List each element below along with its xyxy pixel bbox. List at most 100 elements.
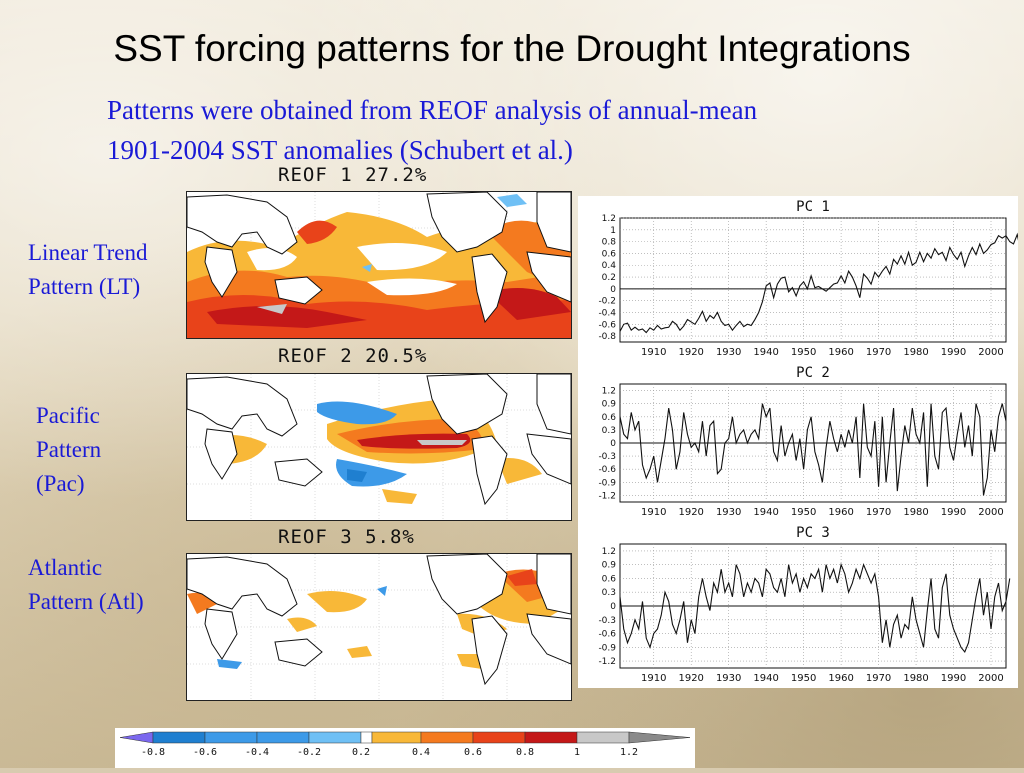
pc-1-xtick-label: 1930: [716, 347, 741, 358]
colorbar-left-arrow: [119, 731, 154, 744]
pc-3-xtick-label: 1970: [866, 673, 891, 684]
pc-2-xtick-label: 1980: [903, 507, 928, 518]
pc-3-title: PC 3: [796, 525, 830, 541]
pc-1-title: PC 1: [796, 199, 830, 215]
subtitle-line-1: Patterns were obtained from REOF analysi…: [107, 95, 758, 125]
pc-1-ytick-label: -0.2: [598, 297, 616, 307]
colorbar-label: 0.2: [352, 747, 370, 758]
pc-3-ytick-label: -0.3: [598, 616, 616, 626]
pc-3-ytick-label: -1.2: [598, 657, 616, 667]
colorbar-label: 0.4: [412, 747, 430, 758]
pc-2-xtick-label: 1910: [641, 507, 666, 518]
pc-3-ytick-label: 1.2: [602, 547, 616, 557]
pc-3-xtick-label: 2000: [978, 673, 1003, 684]
label-pacific: Pacific Pattern (Pac): [36, 399, 101, 501]
label-pac-line-3: (Pac): [36, 471, 85, 496]
pc-2-ytick-label: -0.6: [598, 465, 616, 475]
pc-2-xtick-label: 1970: [866, 507, 891, 518]
pc-1-xtick-label: 1970: [866, 347, 891, 358]
pc-1-ytick-label: 0.4: [602, 261, 617, 271]
pc-2-ytick-label: -0.3: [598, 452, 616, 462]
label-pac-line-1: Pacific: [36, 403, 100, 428]
pc-3-xtick-label: 1950: [791, 673, 816, 684]
map-1-title: REOF 1 27.2%: [278, 164, 428, 186]
pc-1-xtick-label: 1990: [941, 347, 966, 358]
pc-3-xtick-label: 1920: [678, 673, 703, 684]
map-3-title: REOF 3 5.8%: [278, 526, 415, 548]
label-pac-line-2: Pattern: [36, 437, 102, 462]
slide-title: SST forcing patterns for the Drought Int…: [113, 28, 911, 69]
pc-3-ytick-label: 0: [610, 602, 616, 612]
pc-3-ytick-label: 0.6: [602, 574, 617, 584]
pc-2-xtick-label: 1990: [941, 507, 966, 518]
pc-2-series-line: [619, 403, 1007, 496]
pc-1-ytick-label: 0.6: [602, 249, 617, 259]
pc-2-ytick-label: 0.9: [602, 400, 617, 410]
pc-3-ytick-label: -0.6: [598, 630, 616, 640]
pc-2-ytick-label: -1.2: [598, 491, 616, 501]
pc-2-xtick-label: 1940: [753, 507, 778, 518]
colorbar-label: -0.8: [141, 747, 165, 758]
label-atl-line-2: Pattern (Atl): [28, 589, 144, 614]
colorbar-segment: [360, 731, 373, 744]
pc-2-xtick-label: 1930: [716, 507, 741, 518]
colorbar-segment: [308, 731, 362, 744]
pc-2-ytick-label: 0.3: [602, 426, 616, 436]
map-2-title: REOF 2 20.5%: [278, 345, 428, 367]
pc-2-ytick-label: 0: [610, 439, 616, 449]
map-reof-1-graphic: [187, 192, 571, 338]
pc-3-ytick-label: 0.9: [602, 561, 617, 571]
colorbar-segment: [524, 731, 578, 744]
pc-3-xtick-label: 1980: [903, 673, 928, 684]
colorbar-label: -0.4: [245, 747, 269, 758]
slide-subtitle: Patterns were obtained from REOF analysi…: [107, 90, 987, 170]
pc-2-chart: PC 2 1.2 0.9 0.6 0.3 0 -0.3 -0.6 -0.9 -1.2 1910 192…: [598, 365, 1007, 518]
pc-1-xtick-label: 2000: [978, 347, 1003, 358]
colorbar-segment: [576, 731, 630, 744]
pc-3-xtick-label: 1960: [828, 673, 853, 684]
label-linear-trend: Linear Trend Pattern (LT): [28, 236, 147, 304]
pc-1-chart: PC 1 1.2 1 0.80.6 0.4 0.2 0 -0.2-0.4 -0.6 -0.8 191…: [598, 199, 1024, 358]
label-lt-line-1: Linear Trend: [28, 240, 148, 265]
map-reof-2-graphic: [187, 374, 571, 520]
pc-1-ytick-label: -0.8: [598, 332, 616, 342]
pc-3-xtick-label: 1910: [641, 673, 666, 684]
pc-1-series-line: [619, 232, 1024, 334]
map-reof-1: [186, 191, 572, 339]
map-reof-2: [186, 373, 572, 521]
pc-3-ytick-label: 0.3: [602, 588, 616, 598]
pc-2-xtick-label: 2000: [978, 507, 1003, 518]
colorbar-label: 1.2: [620, 747, 638, 758]
colorbar: -0.8 -0.6 -0.4 -0.2 0.2 0.4 0.6 0.8 1 1.2: [115, 728, 695, 768]
pc-1-xtick-label: 1950: [791, 347, 816, 358]
pc-3-chart: PC 3 1.2 0.9 0.6 0.3 0 -0.3 -0.6 -0.9 -1.2 1910 192…: [598, 525, 1011, 684]
colorbar-segment: [371, 731, 422, 744]
label-atl-line-1: Atlantic: [28, 555, 103, 580]
colorbar-label: 0.6: [464, 747, 482, 758]
colorbar-segment: [420, 731, 474, 744]
pc-2-xtick-label: 1950: [791, 507, 816, 518]
pc-1-panel: PC 1 1.2 1 0.8 0.6 0.4 0.2 0 -0.2 -0.4 -0.6 -0.8 191…: [578, 196, 1024, 362]
colorbar-label: 0.8: [516, 747, 534, 758]
pc-3-xtick-label: 1990: [941, 673, 966, 684]
colorbar-segment: [256, 731, 310, 744]
pc-1-xtick-label: 1940: [753, 347, 778, 358]
pc-1-xtick-label: 1960: [828, 347, 853, 358]
pc-2-ytick-label: 1.2: [602, 387, 616, 397]
pc-1-ytick-label: 1.2: [602, 214, 616, 224]
colorbar-graphic: -0.8 -0.6 -0.4 -0.2 0.2 0.4 0.6 0.8 1 1.2: [119, 731, 691, 758]
pc-1-ytick-label: 0.8: [602, 238, 617, 248]
colorbar-label: -0.6: [193, 747, 217, 758]
pc-3-panel: PC 3 1.2 0.9 0.6 0.3 0 -0.3 -0.6 -0.9 -1.2 1910 192…: [578, 522, 1018, 688]
colorbar-right-arrow: [628, 731, 691, 744]
pc-1-xtick-label: 1920: [678, 347, 703, 358]
colorbar-label: 1: [574, 747, 580, 758]
pc-3-series-line: [619, 562, 1011, 653]
pc-2-ytick-label: 0.6: [602, 413, 617, 423]
label-lt-line-2: Pattern (LT): [28, 274, 141, 299]
pc-2-xtick-label: 1920: [678, 507, 703, 518]
pc-2-ytick-label: -0.9: [598, 478, 616, 488]
colorbar-segment: [204, 731, 258, 744]
pc-2-title: PC 2: [796, 365, 830, 381]
pc-2-xtick-label: 1960: [828, 507, 853, 518]
